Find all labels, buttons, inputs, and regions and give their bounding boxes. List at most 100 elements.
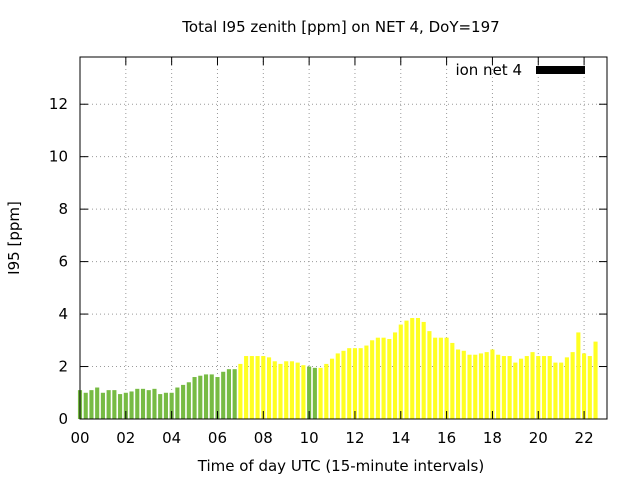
x-tick-label: 04	[162, 429, 181, 447]
bar	[198, 375, 203, 419]
bar	[226, 369, 231, 419]
bar	[284, 361, 289, 419]
legend-swatch	[536, 66, 585, 74]
bar	[129, 391, 134, 419]
bar	[146, 390, 151, 419]
y-tick-label: 0	[58, 410, 68, 428]
bar	[513, 362, 518, 419]
bar	[266, 357, 272, 419]
bar	[444, 337, 449, 419]
bar	[112, 390, 117, 419]
x-tick-label: 02	[116, 429, 135, 447]
bar	[387, 338, 392, 419]
bar	[587, 356, 592, 419]
bar	[370, 340, 375, 419]
bar	[163, 392, 168, 419]
bar	[272, 361, 277, 419]
bar	[433, 337, 438, 419]
bar	[570, 352, 575, 419]
bar	[547, 356, 552, 419]
bar	[559, 362, 564, 419]
chart-title: Total I95 zenith [ppm] on NET 4, DoY=197	[181, 18, 499, 36]
bar	[421, 321, 426, 419]
bar	[249, 356, 254, 419]
x-tick-label: 14	[391, 429, 410, 447]
bar	[501, 356, 506, 419]
grid	[80, 57, 607, 419]
bar	[496, 354, 501, 419]
y-tick-label: 10	[49, 148, 68, 166]
bar	[301, 365, 306, 419]
bar	[209, 374, 214, 419]
bar	[398, 324, 403, 419]
y-tick-label: 2	[58, 358, 68, 376]
bar	[341, 350, 346, 419]
bar	[203, 374, 209, 419]
bar	[478, 353, 484, 419]
y-tick-label: 12	[49, 95, 68, 113]
bar	[89, 390, 94, 419]
bar	[135, 388, 140, 419]
bar	[536, 356, 541, 419]
x-axis-label: Time of day UTC (15-minute intervals)	[197, 457, 484, 475]
bar	[375, 337, 380, 419]
x-tick-label: 06	[208, 429, 227, 447]
x-tick-label: 22	[575, 429, 594, 447]
legend-label: ion net 4	[455, 61, 522, 79]
bar	[415, 318, 421, 419]
bar	[106, 390, 111, 419]
bar	[255, 356, 260, 419]
bar	[484, 352, 489, 419]
x-tick-label: 00	[70, 429, 89, 447]
bar	[307, 366, 312, 419]
bar	[244, 356, 249, 419]
x-tick-label: 20	[529, 429, 548, 447]
y-axis-label: I95 [ppm]	[5, 201, 23, 275]
bar	[524, 356, 529, 419]
bar	[158, 394, 163, 419]
bar	[392, 332, 398, 419]
bar	[83, 392, 88, 419]
bar	[358, 348, 363, 419]
x-tick-label: 18	[483, 429, 502, 447]
bar	[427, 331, 432, 419]
bar	[118, 394, 123, 419]
bar	[95, 387, 100, 419]
bar	[352, 348, 358, 419]
bar	[582, 353, 587, 419]
bar	[169, 392, 174, 419]
bar	[404, 320, 409, 419]
bar	[456, 349, 461, 419]
bar	[507, 356, 512, 419]
bar	[312, 367, 317, 419]
bar	[232, 369, 237, 419]
bar	[278, 363, 283, 419]
bar	[123, 392, 128, 419]
bar	[295, 362, 300, 419]
bar	[381, 337, 386, 419]
bar	[289, 361, 294, 419]
bar	[467, 354, 472, 419]
bar	[186, 382, 191, 419]
bar	[215, 377, 220, 419]
legend: ion net 4	[455, 61, 585, 79]
bar	[530, 352, 535, 419]
bar	[576, 332, 581, 419]
bar	[100, 392, 105, 419]
x-tick-label: 12	[345, 429, 364, 447]
bar	[192, 377, 197, 419]
bar	[335, 353, 340, 419]
bar	[410, 318, 415, 419]
bar	[438, 337, 443, 419]
bar	[181, 384, 186, 419]
bar	[450, 342, 455, 419]
plot-frame	[79, 56, 608, 420]
bar	[364, 345, 369, 419]
y-tick-label: 6	[58, 253, 68, 271]
bar	[519, 358, 524, 419]
x-tick-label: 16	[437, 429, 456, 447]
bar	[347, 348, 352, 419]
y-tick-label: 8	[58, 200, 68, 218]
